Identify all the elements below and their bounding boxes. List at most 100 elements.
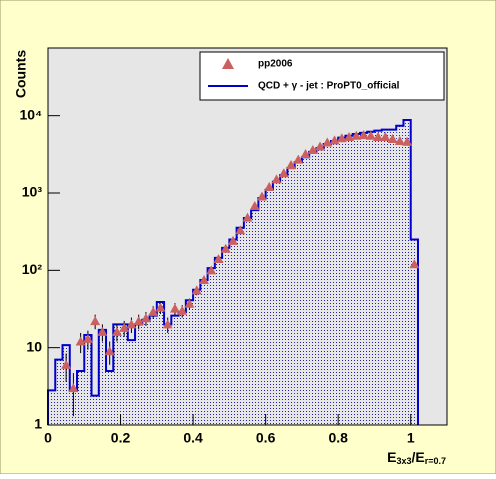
histogram-bar [287, 168, 295, 425]
histogram-bar [222, 247, 230, 425]
data-point [300, 148, 311, 158]
frame [47, 47, 448, 426]
histogram-bar [106, 370, 114, 425]
histogram-bar [323, 144, 331, 425]
data-point [169, 303, 180, 313]
histogram-bar [367, 131, 375, 425]
data-point [220, 243, 231, 253]
y-tick-label: 10 [26, 338, 42, 354]
data-point [249, 200, 260, 210]
histogram-bar [381, 129, 389, 425]
histogram-bar [77, 370, 85, 425]
histogram-bar [403, 119, 411, 425]
data-point [111, 326, 122, 336]
y-tick-label: 10² [22, 261, 43, 277]
y-tick-label: 1 [34, 416, 42, 432]
y-axis-label: Counts [13, 50, 29, 98]
histogram-bar [113, 324, 121, 425]
data-point [307, 144, 318, 154]
data-point [315, 141, 326, 151]
data-point [155, 302, 166, 312]
histogram-bar [214, 257, 223, 425]
data-point [148, 306, 159, 316]
data-point [133, 316, 144, 326]
histogram-bar [301, 157, 310, 426]
legend-symbol [222, 58, 234, 69]
histogram-bar [330, 141, 339, 425]
data-point [344, 131, 355, 141]
data-point [351, 130, 362, 140]
histogram-bar [251, 210, 259, 425]
histogram-bar [193, 289, 201, 425]
y-tick-label: 10³ [22, 184, 43, 200]
data-point [119, 322, 130, 332]
data-point [402, 136, 413, 146]
data-point [82, 333, 93, 343]
histogram-bar [388, 129, 397, 425]
histogram-bar [207, 268, 215, 425]
data-point [257, 191, 268, 201]
data-point [264, 181, 275, 191]
histogram-bar [149, 315, 157, 425]
y-tick-label: 10⁴ [20, 106, 43, 122]
x-tick-label: 0.8 [328, 430, 348, 446]
data-point [293, 154, 304, 164]
x-tick-label: 0.4 [183, 430, 203, 446]
data-point [409, 259, 420, 269]
histogram-bar [171, 315, 179, 425]
histogram-bar [142, 319, 150, 425]
histogram-bar [236, 227, 244, 425]
data-point [126, 319, 137, 329]
x-axis-label: E3x3/Er=0.7 [387, 449, 446, 467]
data-point [380, 131, 391, 141]
data-point [387, 133, 398, 143]
data-point [242, 212, 253, 222]
histogram-bar [98, 329, 107, 425]
histogram-bar [185, 300, 194, 425]
data-point [104, 346, 115, 356]
legend-label: QCD + γ - jet : ProPT0_official [258, 81, 400, 92]
histogram-bar [294, 162, 302, 425]
histogram-bar [316, 148, 324, 426]
histogram-bar [345, 135, 353, 426]
histogram-bar [359, 132, 368, 425]
histogram-bar [164, 324, 172, 425]
histogram-bar [272, 181, 281, 425]
data-point [365, 130, 376, 140]
histogram-bar [410, 239, 418, 425]
data-point [373, 131, 384, 141]
histogram-bar [243, 218, 252, 425]
histogram-bar [229, 239, 237, 425]
histogram-bar [48, 390, 56, 425]
histogram-bar [91, 395, 99, 425]
histogram-bar [309, 151, 317, 425]
histogram-bar [156, 301, 165, 425]
data-point [75, 336, 86, 346]
data-point [61, 359, 72, 369]
x-tick-label: 0.2 [111, 430, 131, 446]
x-tick-label: 0 [44, 430, 52, 446]
histogram-bar [352, 133, 360, 426]
data-point [213, 254, 224, 264]
data-point [358, 130, 369, 140]
histogram-bar [265, 189, 273, 425]
data-point [271, 174, 282, 184]
legend [199, 51, 445, 101]
histogram-bar [200, 279, 208, 425]
data-point [227, 235, 238, 245]
data-point [394, 136, 405, 146]
data-point [97, 326, 108, 336]
histogram-bar [280, 175, 288, 425]
data-point [286, 160, 297, 170]
x-tick-label: 1 [407, 430, 415, 446]
data-point [235, 225, 246, 235]
histogram-bar [338, 137, 346, 425]
histogram-bar [374, 130, 382, 425]
histogram-bar [62, 345, 70, 425]
histogram-bar [396, 125, 404, 425]
histogram-bar [178, 311, 186, 425]
data-point [162, 319, 173, 329]
x-tick-label: 0.6 [256, 430, 276, 446]
data-point [206, 265, 217, 275]
